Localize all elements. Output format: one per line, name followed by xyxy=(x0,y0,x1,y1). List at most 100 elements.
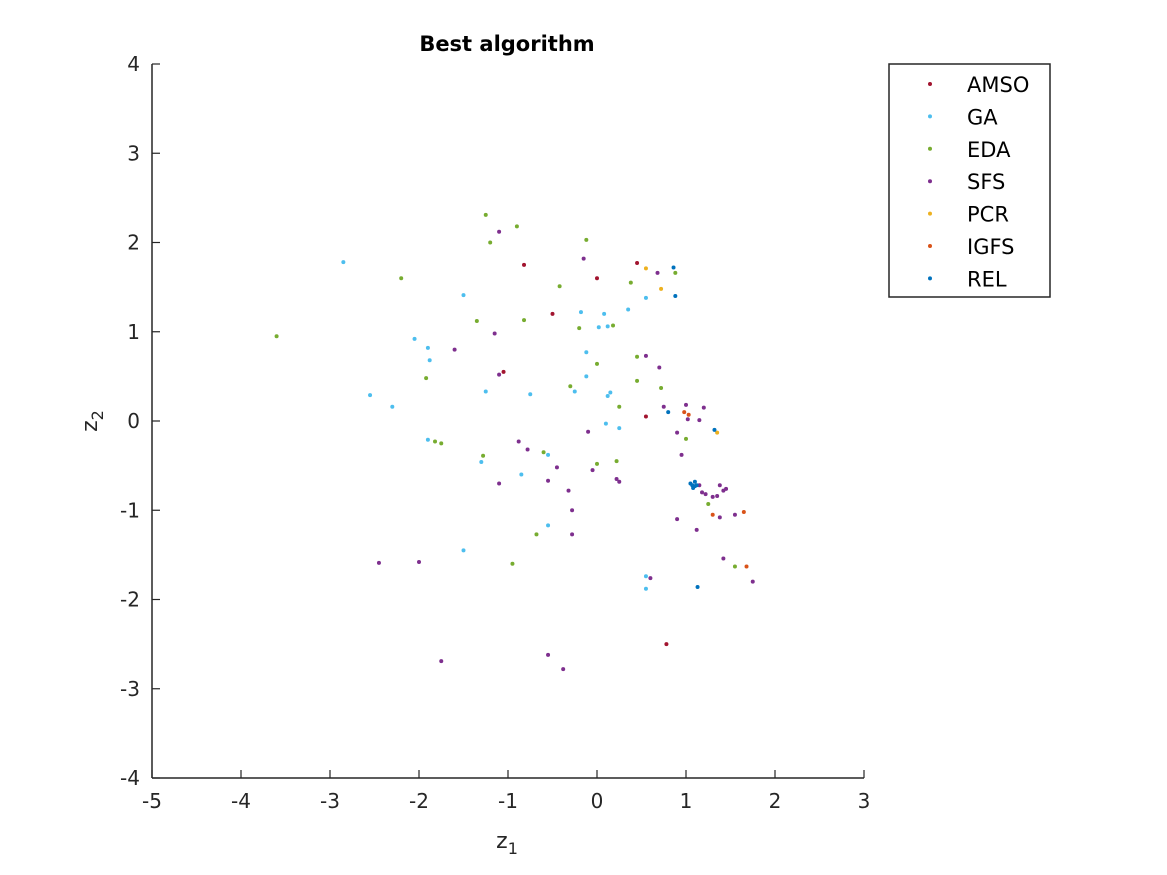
data-point xyxy=(584,350,589,355)
data-point xyxy=(516,439,521,444)
data-points xyxy=(274,212,755,672)
data-point xyxy=(595,276,599,281)
data-point xyxy=(546,452,551,457)
data-point xyxy=(603,421,608,426)
legend-marker xyxy=(928,211,932,216)
data-point xyxy=(648,576,653,581)
legend-marker xyxy=(928,276,932,281)
data-point xyxy=(695,585,700,590)
data-point xyxy=(376,560,381,565)
data-point xyxy=(614,459,619,464)
data-point xyxy=(666,410,671,415)
data-point xyxy=(492,331,497,336)
data-point xyxy=(412,336,417,341)
data-point xyxy=(483,212,488,217)
data-point xyxy=(439,441,444,446)
data-point xyxy=(433,439,438,444)
series-ga xyxy=(341,260,648,591)
data-point xyxy=(617,404,622,409)
data-point xyxy=(732,512,737,517)
data-point xyxy=(572,389,577,394)
data-point xyxy=(570,532,575,537)
data-point xyxy=(546,652,551,657)
data-point xyxy=(703,492,708,497)
series-sfs xyxy=(376,229,755,672)
data-point xyxy=(717,483,722,488)
data-point xyxy=(715,430,720,435)
data-point xyxy=(534,532,539,537)
data-point xyxy=(655,270,660,275)
x-tick-label: -4 xyxy=(231,789,251,813)
legend-label: REL xyxy=(967,267,1007,291)
data-point xyxy=(684,436,688,441)
x-tick-label: 0 xyxy=(591,789,604,813)
data-point xyxy=(635,354,640,359)
data-point xyxy=(584,237,589,242)
series-rel xyxy=(666,265,717,590)
x-tick-label: -1 xyxy=(498,789,518,813)
legend-label: GA xyxy=(967,105,998,129)
data-point xyxy=(605,324,610,329)
legend-label: EDA xyxy=(967,138,1011,162)
data-point xyxy=(643,574,648,579)
data-point xyxy=(643,586,648,591)
data-point xyxy=(427,358,432,363)
data-point xyxy=(570,508,575,513)
data-point xyxy=(721,556,726,561)
data-point xyxy=(528,392,533,397)
data-point xyxy=(744,564,749,569)
data-point xyxy=(694,483,699,488)
data-point xyxy=(417,560,421,565)
data-point xyxy=(673,270,678,275)
data-point xyxy=(717,515,722,520)
data-point xyxy=(596,325,601,330)
data-point xyxy=(679,452,684,457)
data-point xyxy=(608,390,613,395)
data-point xyxy=(595,361,599,366)
data-point xyxy=(274,334,279,339)
data-point xyxy=(617,426,622,431)
y-tick-label: 0 xyxy=(127,409,140,433)
data-point xyxy=(461,548,466,553)
data-point xyxy=(595,461,599,466)
data-point xyxy=(483,389,488,394)
data-point xyxy=(675,517,680,522)
data-point xyxy=(643,353,648,358)
data-point xyxy=(497,229,502,234)
data-point xyxy=(643,295,648,300)
data-point xyxy=(390,404,395,409)
x-tick-label: -2 xyxy=(409,789,429,813)
data-point xyxy=(522,318,527,323)
data-point xyxy=(617,479,622,484)
data-point xyxy=(590,468,595,473)
data-point xyxy=(602,311,607,316)
data-point xyxy=(684,402,688,407)
data-point xyxy=(399,276,404,281)
data-point xyxy=(581,256,586,261)
data-point xyxy=(586,429,591,434)
legend-box xyxy=(888,63,1051,298)
data-point xyxy=(488,240,493,245)
data-point xyxy=(424,376,429,381)
data-point xyxy=(682,410,687,415)
x-tick-label: 3 xyxy=(858,789,871,813)
data-point xyxy=(643,266,648,271)
data-point xyxy=(643,414,648,419)
data-point xyxy=(710,512,715,517)
y-tick-label: -1 xyxy=(120,498,140,522)
legend-label: PCR xyxy=(967,203,1009,227)
data-point xyxy=(474,319,479,324)
data-point xyxy=(425,437,430,442)
data-point xyxy=(554,465,559,470)
data-point xyxy=(510,561,515,566)
data-point xyxy=(673,294,678,299)
series-igfs xyxy=(682,410,749,569)
data-point xyxy=(611,323,616,328)
series-pcr xyxy=(643,266,720,435)
data-point xyxy=(461,293,466,298)
data-point xyxy=(368,393,373,398)
data-point xyxy=(522,262,527,267)
data-point xyxy=(710,494,715,499)
data-point xyxy=(657,365,662,370)
